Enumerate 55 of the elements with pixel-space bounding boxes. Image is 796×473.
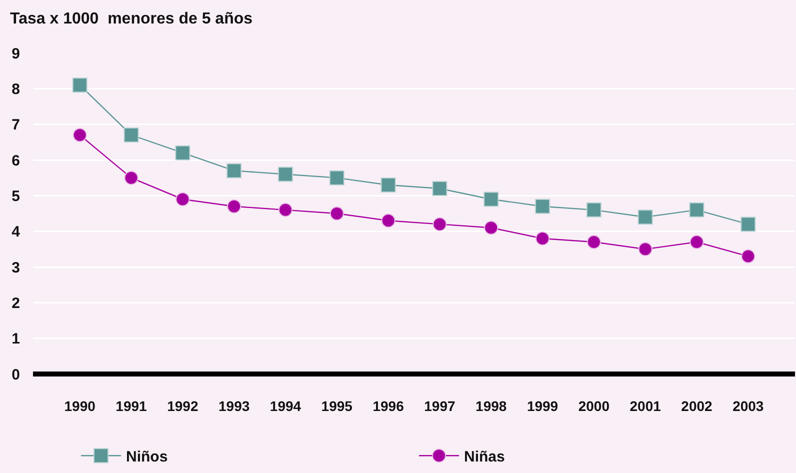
point xyxy=(689,202,704,218)
y-tick-label: 0 xyxy=(12,366,20,384)
x-tick-label: 1998 xyxy=(476,398,507,414)
chart-title: Tasa x 1000 menores de 5 años xyxy=(10,10,253,28)
point xyxy=(329,170,344,186)
x-tick-label: 2002 xyxy=(681,398,713,414)
x-tick-label: 2000 xyxy=(578,398,610,414)
y-tick-label: 4 xyxy=(12,224,21,241)
x-tick-label: 1994 xyxy=(270,398,302,414)
x-tick-label: 1990 xyxy=(64,398,96,414)
point xyxy=(278,202,292,217)
x-tick-label: 1993 xyxy=(218,398,250,414)
point xyxy=(586,235,601,250)
point xyxy=(227,199,242,214)
y-tick-label: 7 xyxy=(12,116,20,134)
legend-label: Niñas xyxy=(464,448,505,466)
point xyxy=(124,128,139,143)
point xyxy=(740,216,756,232)
point xyxy=(690,235,704,250)
point xyxy=(380,177,396,192)
point xyxy=(330,206,344,220)
point xyxy=(381,214,396,228)
point xyxy=(176,192,190,206)
x-tick-label: 1992 xyxy=(167,398,198,414)
legend-label: Niños xyxy=(126,448,168,466)
x-tick-label: 2001 xyxy=(630,398,662,414)
x-tick-label: 2003 xyxy=(732,398,764,414)
y-tick-label: 2 xyxy=(12,294,20,312)
x-tick-label: 1995 xyxy=(321,398,353,414)
x-tick-label: 1999 xyxy=(526,398,558,414)
x-tick-label: 1996 xyxy=(372,398,404,414)
y-tick-label: 1 xyxy=(12,330,20,348)
point xyxy=(484,192,499,207)
point xyxy=(72,78,88,93)
y-tick-label: 9 xyxy=(12,45,20,62)
point xyxy=(72,128,87,142)
point xyxy=(175,145,190,160)
point xyxy=(586,202,602,218)
point xyxy=(124,170,138,185)
x-tick-label: 1997 xyxy=(424,398,456,414)
point xyxy=(536,231,550,246)
x-tick-label: 1991 xyxy=(116,398,148,414)
point xyxy=(278,166,293,182)
point xyxy=(535,198,550,214)
point xyxy=(741,249,756,264)
point xyxy=(432,181,448,196)
point xyxy=(484,220,498,235)
point xyxy=(432,217,447,232)
y-tick-label: 5 xyxy=(12,188,20,205)
y-tick-label: 8 xyxy=(12,80,20,98)
y-tick-label: 6 xyxy=(12,152,20,170)
point xyxy=(638,242,652,256)
point xyxy=(226,163,242,178)
y-tick-label: 3 xyxy=(12,259,20,276)
point xyxy=(638,210,653,225)
